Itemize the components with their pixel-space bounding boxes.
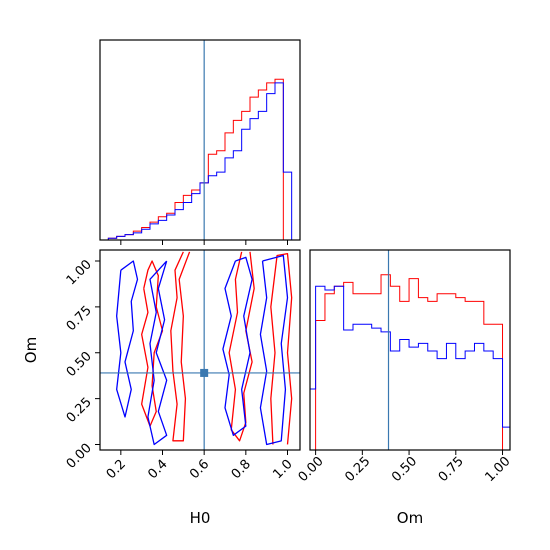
contour-line-2 — [228, 251, 255, 442]
contour-line-5 — [147, 260, 168, 446]
Om-hist-x-tick-label-0: 0.00 — [296, 454, 327, 485]
H0-histogram-series-0 — [100, 78, 292, 240]
x-axis-label-H0: H0 — [190, 509, 211, 527]
histogram-panel-Om: 0.00 0.25 0.50 0.75 1.00 — [296, 249, 514, 485]
contour-line-3 — [270, 253, 293, 445]
contour-line-0 — [141, 260, 164, 427]
contour-line-6 — [222, 256, 253, 436]
contour-frame — [99, 249, 301, 451]
x-axis-label-Om: Om — [397, 509, 423, 527]
truth-point-marker — [200, 368, 209, 377]
contour-x-tick-label-2: 0.6 — [187, 457, 212, 482]
Om-hist-x-tick-label-1: 0.25 — [342, 454, 373, 485]
Om-hist-x-tick-label-4: 1.00 — [483, 454, 514, 485]
y-axis-label-Om: Om — [22, 337, 40, 363]
Om-histogram-series-0 — [310, 274, 510, 450]
H0-histogram-frame — [99, 39, 301, 241]
contour-y-tick-label-2: 0.50 — [64, 349, 95, 380]
contour-line-7 — [259, 254, 289, 446]
contour-x-tick-label-0: 0.2 — [104, 457, 129, 482]
contour-y-tick-label-0: 0.00 — [64, 441, 95, 472]
H0-histogram-series-1 — [100, 82, 293, 240]
contour-x-tick-label-1: 0.4 — [145, 457, 170, 482]
contour-y-tick-label-1: 0.25 — [64, 395, 95, 426]
Om-hist-x-tick-label-3: 0.75 — [436, 454, 467, 485]
contour-line-4 — [116, 260, 139, 418]
contour-x-tick-label-4: 1.0 — [270, 457, 295, 482]
histogram-panel-H0 — [99, 39, 301, 245]
Om-histogram-series-1 — [310, 285, 510, 450]
contour-y-tick-label-4: 1.00 — [64, 257, 95, 288]
contour-panel-H0-Om: 0.2 0.4 0.6 0.8 1.0 0.00 0.25 0.50 0.75 1.00 — [64, 249, 301, 482]
contour-y-tick-label-3: 0.75 — [64, 303, 95, 334]
Om-hist-x-tick-label-2: 0.50 — [389, 454, 420, 485]
contour-x-tick-label-3: 0.8 — [229, 457, 254, 482]
Om-histogram-frame — [309, 249, 511, 451]
contour-line-1 — [170, 251, 191, 442]
